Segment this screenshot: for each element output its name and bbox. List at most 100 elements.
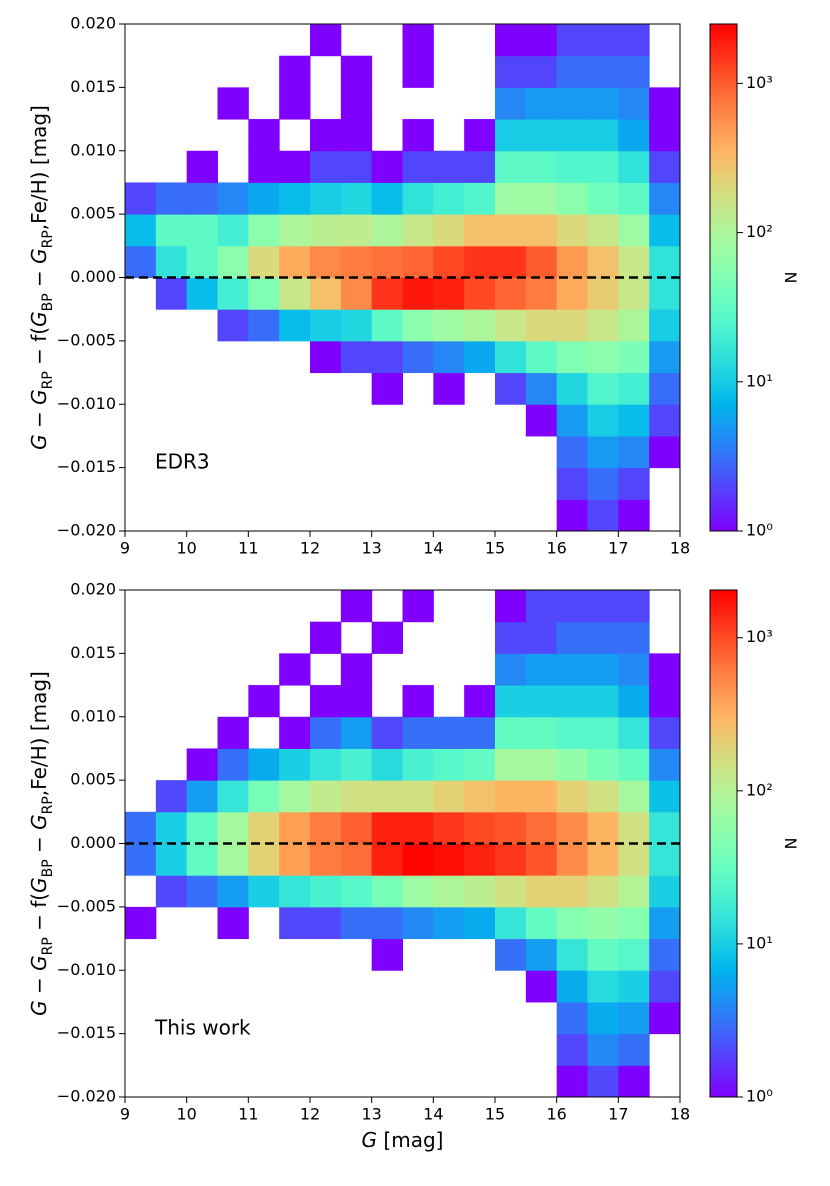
x-tick-label: 17 bbox=[608, 539, 628, 558]
cell bbox=[217, 748, 249, 781]
cell bbox=[525, 55, 558, 88]
cell bbox=[495, 87, 527, 120]
cell bbox=[279, 277, 311, 310]
x-tick-label: 11 bbox=[238, 1105, 258, 1124]
cell bbox=[125, 214, 157, 247]
y-tick-label: −0.005 bbox=[57, 330, 116, 349]
cell bbox=[340, 340, 373, 374]
y-tick-label: −0.010 bbox=[57, 394, 116, 413]
cell bbox=[525, 653, 558, 686]
cell bbox=[340, 811, 373, 844]
colorbar-tick-label: 10⁰ bbox=[746, 521, 773, 540]
cell bbox=[402, 277, 434, 310]
cell bbox=[649, 119, 681, 152]
cell bbox=[279, 716, 311, 749]
cell bbox=[587, 340, 619, 374]
cell bbox=[495, 277, 527, 310]
cell bbox=[587, 467, 619, 500]
cell bbox=[371, 214, 403, 247]
cell bbox=[217, 245, 249, 278]
cell bbox=[618, 716, 650, 749]
cell bbox=[433, 875, 465, 908]
cell bbox=[464, 811, 496, 844]
cell bbox=[464, 182, 496, 215]
cell bbox=[525, 590, 558, 623]
cell bbox=[556, 621, 588, 654]
cell bbox=[649, 404, 681, 437]
x-tick-label: 18 bbox=[670, 539, 690, 558]
cell bbox=[618, 875, 650, 908]
cell bbox=[649, 150, 681, 183]
cell bbox=[279, 87, 311, 120]
cell bbox=[310, 182, 342, 215]
cell bbox=[649, 685, 681, 718]
x-tick-label: 15 bbox=[485, 539, 505, 558]
cell bbox=[433, 277, 465, 310]
y-tick-label: 0.010 bbox=[70, 140, 116, 159]
cell bbox=[279, 309, 311, 342]
x-tick-label: 15 bbox=[485, 1105, 505, 1124]
cell bbox=[618, 55, 650, 88]
cell bbox=[525, 938, 558, 971]
y-tick-label: 0.015 bbox=[70, 77, 116, 96]
cell bbox=[402, 245, 434, 278]
cell bbox=[186, 748, 218, 781]
cell bbox=[248, 685, 280, 718]
cell bbox=[618, 435, 650, 469]
label-part: G bbox=[27, 1000, 51, 1016]
y-tick-label: 0.005 bbox=[70, 770, 116, 789]
cell bbox=[618, 621, 650, 654]
cell bbox=[279, 906, 311, 940]
label-part: − bbox=[27, 405, 51, 434]
y-tick-label: −0.020 bbox=[57, 1087, 116, 1106]
cell bbox=[587, 309, 619, 342]
cell bbox=[371, 906, 403, 940]
cell bbox=[155, 811, 188, 844]
cell bbox=[155, 182, 188, 215]
cell bbox=[525, 372, 558, 405]
cell bbox=[217, 906, 249, 940]
cell bbox=[464, 214, 496, 247]
cell bbox=[125, 182, 157, 215]
y-tick-label: −0.005 bbox=[57, 896, 116, 915]
cell bbox=[649, 245, 681, 278]
cell bbox=[495, 182, 527, 215]
y-tick-label: 0.020 bbox=[70, 14, 116, 33]
cell bbox=[464, 906, 496, 940]
cell bbox=[618, 653, 650, 686]
cell bbox=[618, 1001, 650, 1035]
cell bbox=[402, 214, 434, 247]
cell bbox=[402, 906, 434, 940]
cell bbox=[371, 748, 403, 781]
cell bbox=[248, 843, 280, 876]
cell bbox=[186, 150, 218, 183]
cell bbox=[618, 24, 650, 57]
x-tick-label: 9 bbox=[120, 539, 130, 558]
cell bbox=[587, 970, 619, 1003]
cell bbox=[248, 119, 280, 152]
cell bbox=[402, 150, 434, 183]
label-part: RP bbox=[40, 796, 56, 814]
cell bbox=[525, 182, 558, 215]
cell bbox=[402, 590, 434, 623]
cell bbox=[279, 150, 311, 183]
cell bbox=[340, 653, 373, 686]
cell bbox=[495, 24, 527, 57]
cell bbox=[371, 843, 403, 876]
cell bbox=[587, 621, 619, 654]
cell bbox=[618, 499, 650, 532]
cell bbox=[279, 245, 311, 278]
colorbar-tick-label: 10³ bbox=[746, 627, 773, 646]
cell bbox=[587, 590, 619, 623]
cell bbox=[618, 340, 650, 374]
x-tick-label: 17 bbox=[608, 1105, 628, 1124]
x-tick-label: 9 bbox=[120, 1105, 130, 1124]
cell bbox=[186, 182, 218, 215]
cell bbox=[618, 182, 650, 215]
label-part: RP bbox=[40, 371, 56, 389]
cell bbox=[618, 214, 650, 247]
cell bbox=[217, 811, 249, 844]
cell bbox=[279, 780, 311, 813]
cell bbox=[371, 277, 403, 310]
cell bbox=[310, 119, 342, 152]
